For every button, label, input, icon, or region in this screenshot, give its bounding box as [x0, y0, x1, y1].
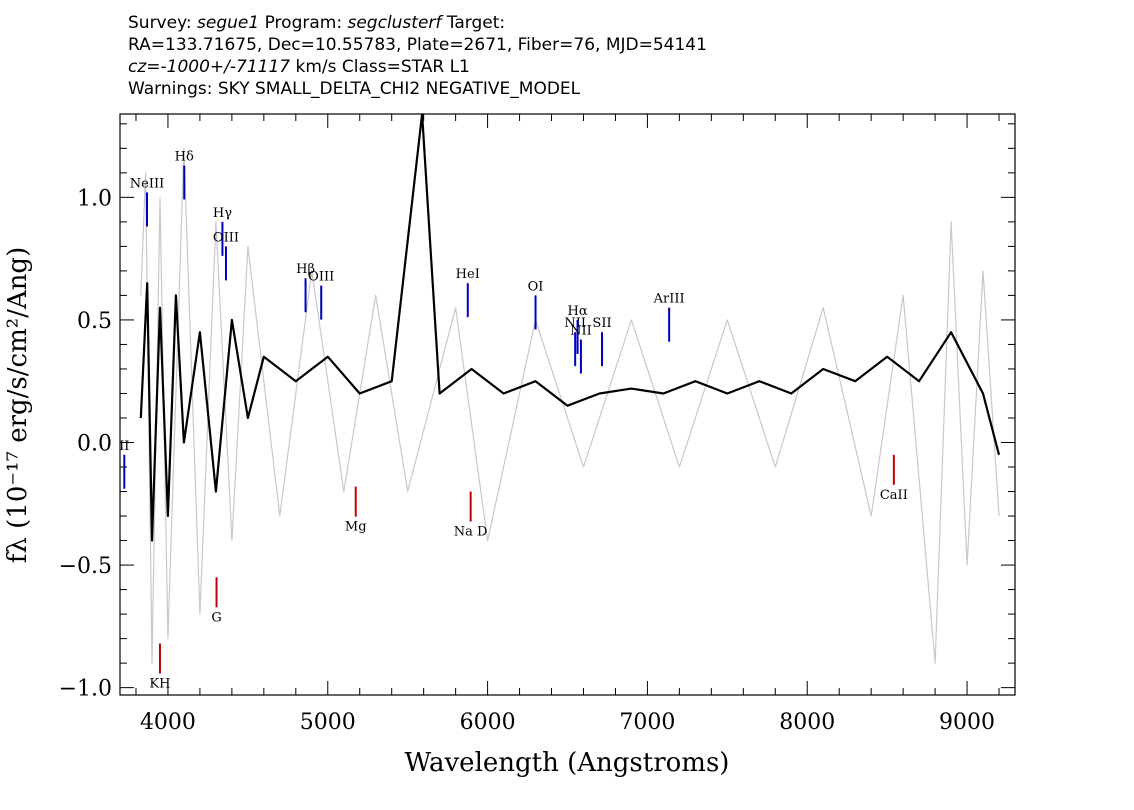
series-layer	[139, 114, 1001, 664]
x-tick-label: 8000	[779, 710, 835, 735]
line-marker-label: Hγ	[213, 206, 232, 221]
y-tick-label: 0.5	[77, 309, 112, 334]
line-marker: SII	[592, 316, 612, 367]
line-marker-label: Hβ	[296, 262, 315, 277]
y-tick-label: 0.0	[77, 431, 112, 456]
line-marker: Mg	[345, 486, 367, 535]
x-tick-label: 9000	[939, 710, 995, 735]
line-marker-label: II	[119, 439, 129, 454]
survey-label: Survey:	[128, 13, 192, 33]
line-marker: Hδ	[175, 149, 194, 200]
line-marker-label: OIII	[213, 230, 239, 245]
program-value: segclusterf	[347, 13, 442, 33]
header-line-survey: Survey: segue1 Program: segclusterf Targ…	[128, 12, 707, 34]
line-marker: NII	[564, 316, 586, 367]
y-tick-label: −1.0	[59, 677, 112, 702]
line-marker-label: SII	[592, 316, 611, 331]
spectrum-header: Survey: segue1 Program: segclusterf Targ…	[128, 12, 707, 100]
y-tick-label: 1.0	[77, 186, 112, 211]
line-marker-label: Hδ	[175, 149, 194, 164]
cz-value: -1000+/-71117	[160, 57, 291, 77]
cz-unit-class: km/s Class=STAR L1	[295, 57, 470, 77]
line-marker-label: KH	[149, 677, 170, 692]
line-marker-label: NeIII	[130, 176, 164, 191]
line-marker: II	[119, 439, 129, 489]
x-axis-label: Wavelength (Angstroms)	[405, 748, 730, 778]
survey-value: segue1	[197, 13, 260, 33]
cz-label: cz=	[128, 57, 161, 77]
x-tick-label: 6000	[460, 710, 516, 735]
y-axis-label: fλ (10⁻¹⁷ erg/s/cm²/Ang)	[3, 247, 33, 563]
line-marker-label: Mg	[345, 520, 367, 535]
line-marker-label: G	[211, 610, 221, 625]
x-tick-label: 5000	[300, 710, 356, 735]
line-marker: OIII	[308, 270, 334, 320]
line-marker-label: NII	[564, 316, 586, 331]
x-tick-label: 4000	[140, 710, 196, 735]
program-label: Program:	[264, 13, 343, 33]
line-marker: OI	[528, 279, 544, 330]
line-marker: NII	[570, 324, 592, 374]
line-marker: ArIII	[653, 292, 685, 342]
line-marker-label: OIII	[308, 270, 334, 285]
line-marker-label: Hα	[568, 304, 588, 319]
line-marker-label: HeI	[456, 267, 480, 282]
line-marker: G	[211, 577, 222, 625]
tick-layer: 4000 5000 6000 7000 8000 9000 −1.0 −0.5 0.0 0.5 1.…	[59, 114, 1015, 735]
line-marker: OIII	[213, 230, 239, 281]
line-marker-label: Na D	[454, 525, 488, 540]
header-line-coordinates: RA=133.71675, Dec=10.55783, Plate=2671, …	[128, 35, 707, 55]
line-marker-label: ArIII	[653, 292, 685, 307]
line-marker: Hα	[568, 304, 588, 354]
error-series-line	[140, 147, 1000, 664]
line-marker: Na D	[454, 491, 488, 540]
line-marker-label: NII	[570, 324, 592, 339]
x-tick-label: 7000	[619, 710, 675, 735]
header-line-redshift: cz=-1000+/-71117 km/s Class=STAR L1	[128, 56, 707, 78]
line-marker: Hβ	[296, 262, 315, 313]
y-tick-label: −0.5	[59, 554, 112, 579]
line-marker: NeIII	[130, 176, 164, 227]
line-marker: KH	[149, 643, 170, 692]
flux-series-line	[139, 114, 1001, 542]
line-marker: HeI	[456, 267, 480, 318]
target-label: Target:	[446, 13, 506, 33]
line-marker-label: CaII	[880, 488, 908, 503]
header-line-warnings: Warnings: SKY SMALL_DELTA_CHI2 NEGATIVE_…	[128, 79, 581, 99]
line-marker: CaII	[880, 454, 908, 503]
line-marker-label: OI	[528, 279, 544, 294]
plot-frame	[119, 113, 1016, 696]
line-marker: Hγ	[213, 206, 232, 256]
